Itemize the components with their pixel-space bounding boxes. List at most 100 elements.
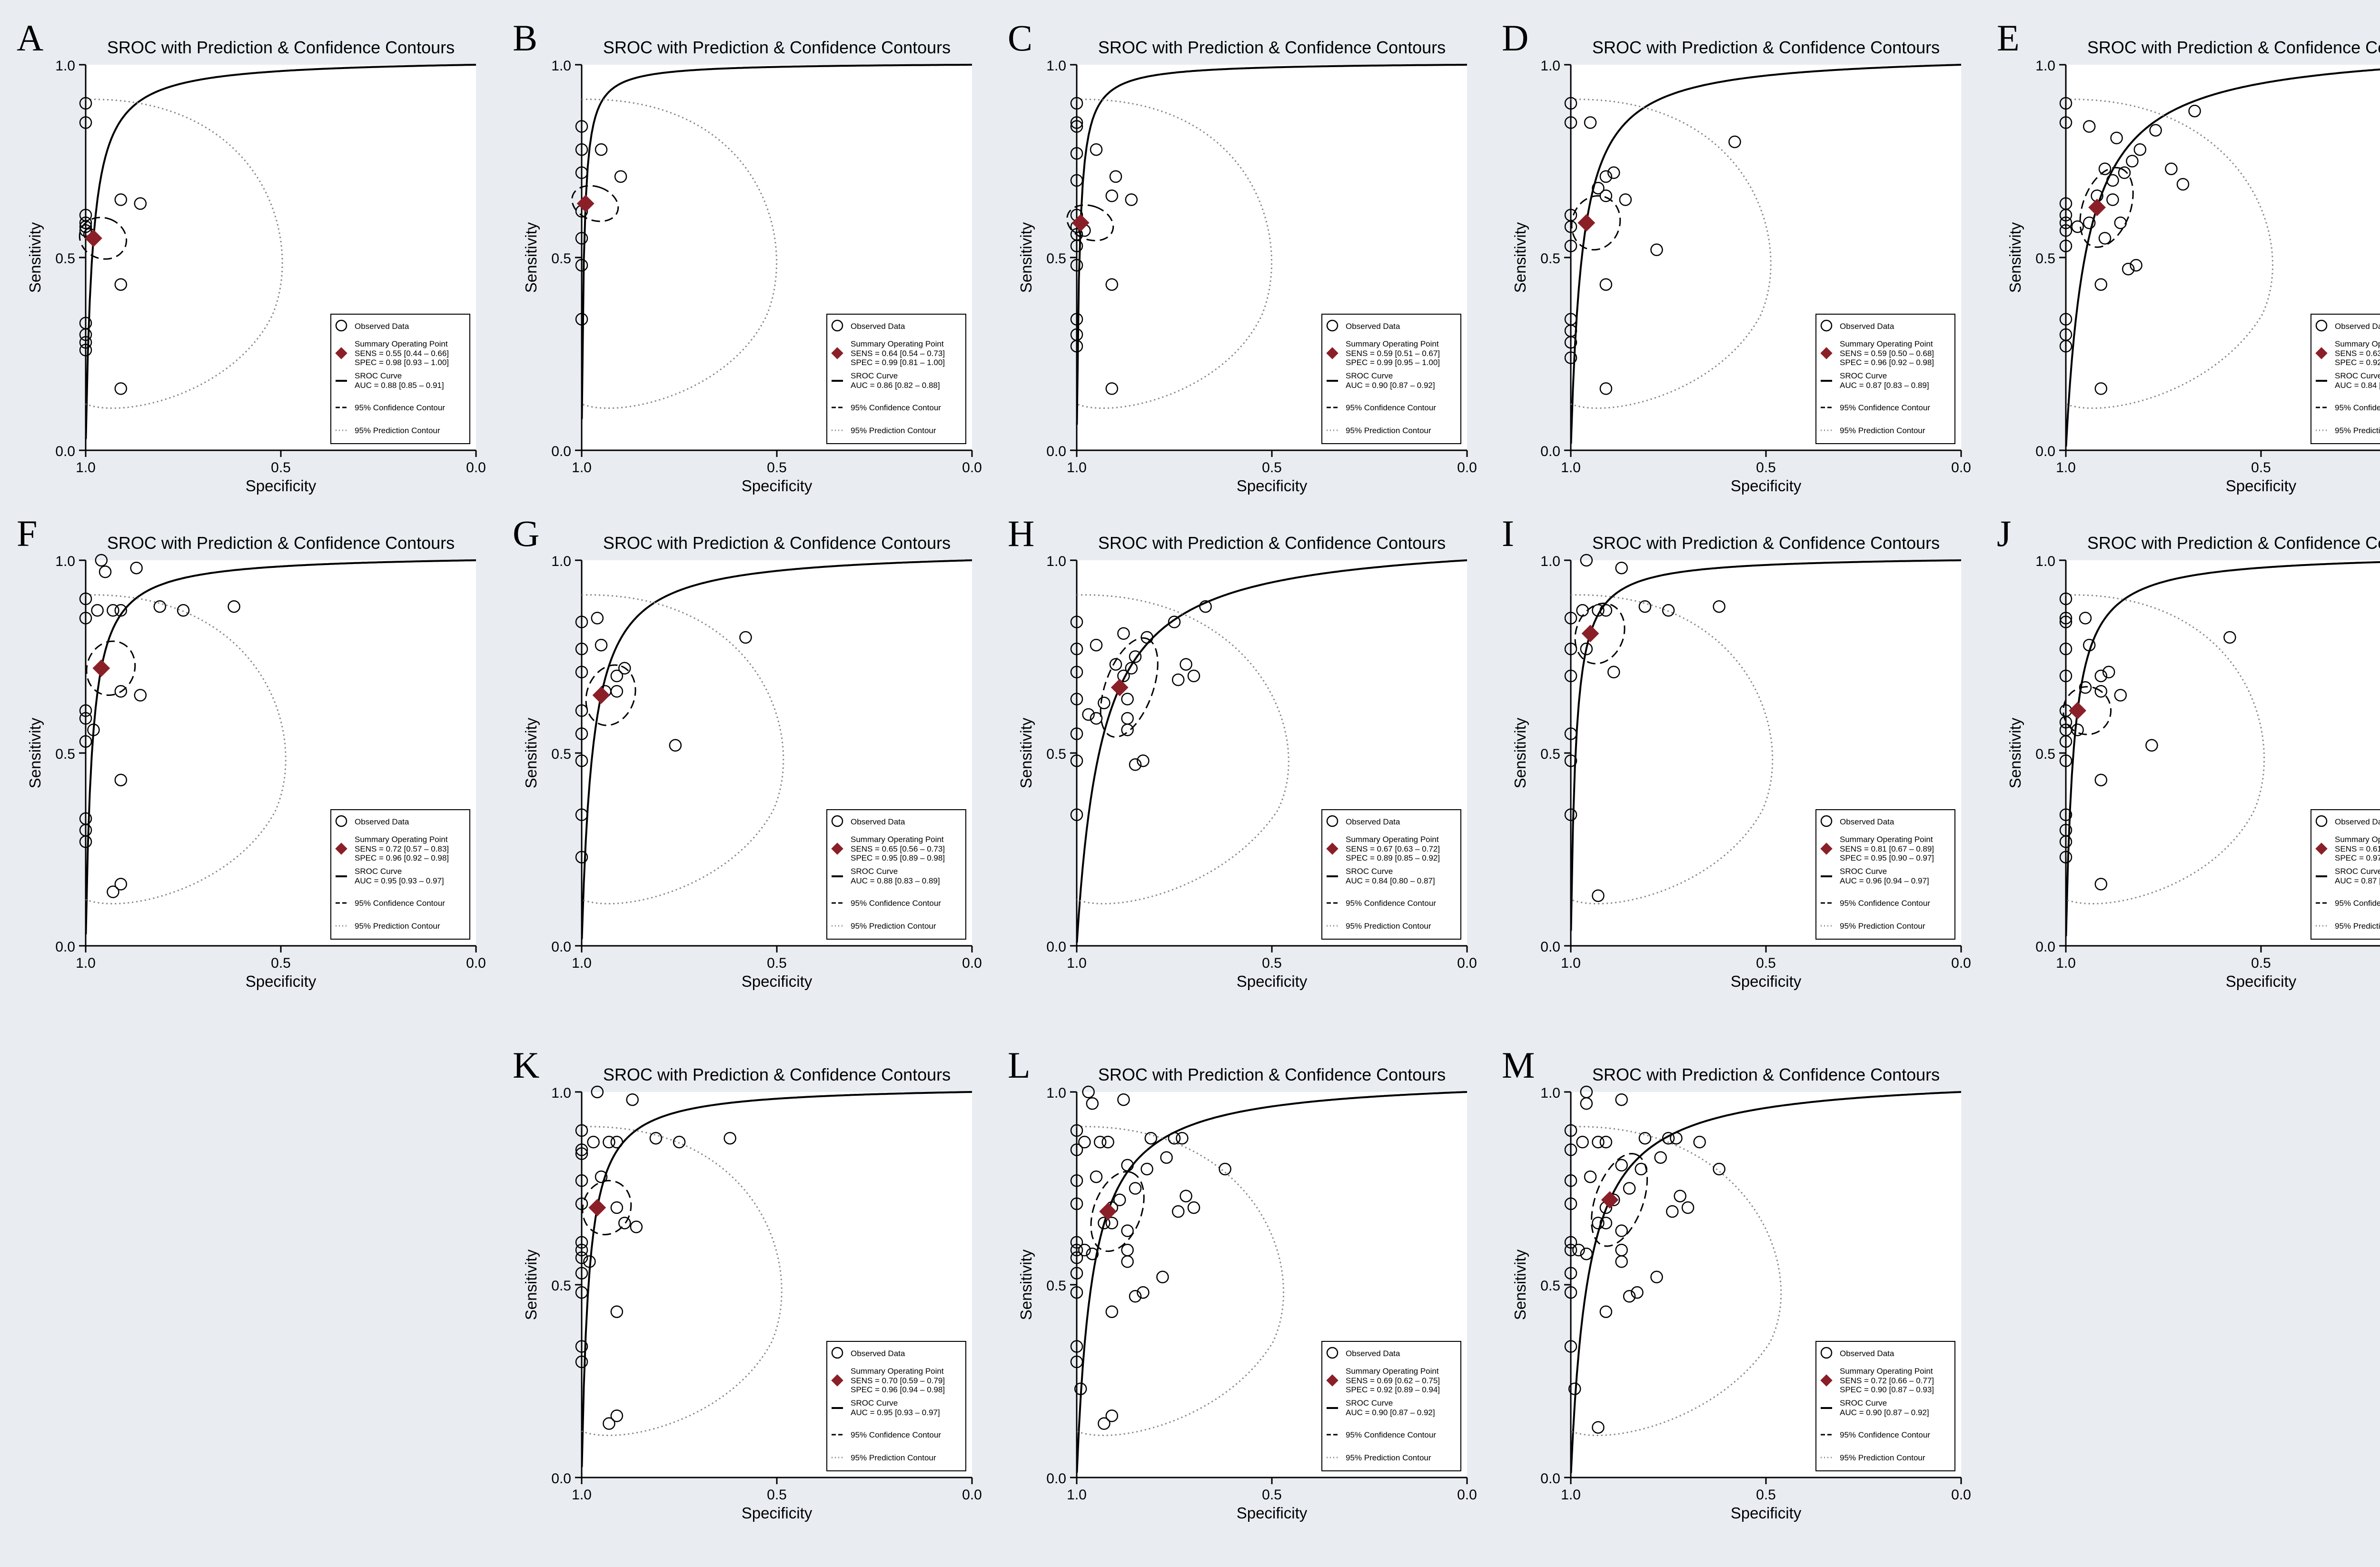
observed-point [2059,208,2073,222]
observed-point [79,216,92,229]
sroc-curve [85,64,476,439]
observed-point [575,1143,588,1156]
panel-letter: H [1008,513,1034,554]
panel-letter: K [513,1044,539,1086]
legend-spec: SPEC = 0.96 [0.92 – 0.98] [1840,358,1934,367]
legend: Observed Data Summary Operating PointSENS… [1321,1341,1461,1471]
legend-sens: SENS = 0.64 [0.54 – 0.73] [851,349,945,358]
observed-point [1086,1097,1099,1110]
legend-auc: AUC = 0.84 [0.80 – 0.87] [1346,876,1435,885]
observed-point [228,600,240,613]
y-axis-label: Sensitivity [1017,222,1035,293]
legend-auc: AUC = 0.95 [0.93 – 0.97] [851,1408,940,1417]
x-axis-label: Specificity [1731,477,1802,495]
observed-point [1117,669,1130,683]
observed-point [575,1243,588,1257]
observed-point [79,224,92,237]
legend-spec: SPEC = 0.95 [0.90 – 0.97] [1840,853,1934,863]
x-tick-label: 0.0 [1951,1487,1971,1503]
x-tick-label: 1.0 [572,460,592,476]
legend-observed-icon [2315,319,2328,332]
legend-confidence: 95% Confidence Contour [1346,1430,1436,1439]
observed-point [91,604,104,617]
legend-spec: SPEC = 0.99 [0.81 – 1.00] [851,358,945,367]
observed-point [134,689,147,702]
observed-point [1592,889,1605,902]
observed-point [79,704,92,717]
legend-observed-icon [831,319,843,332]
observed-point [153,600,167,613]
x-tick-label: 0.5 [271,460,291,476]
observed-point [575,851,588,863]
legend-spec: SPEC = 0.95 [0.89 – 0.98] [851,853,945,863]
observed-point [575,1236,588,1249]
observed-point [1070,1251,1083,1264]
observed-point [591,1085,604,1099]
observed-point [79,116,92,129]
observed-point [1070,1340,1083,1353]
legend-observed: Observed Data [1840,1349,1894,1358]
observed-point [575,1124,588,1137]
legend-confidence: 95% Confidence Contour [355,403,445,412]
observed-point [1129,1290,1142,1303]
observed-point [1090,143,1103,156]
summary-point [576,195,595,212]
legend: Observed Data Summary Operating PointSENS… [826,809,966,940]
legend-summary: Summary Operating Point [1346,1367,1439,1376]
y-tick-label: 0.5 [2035,251,2055,267]
observed-point [2079,681,2092,694]
x-tick-label: 1.0 [76,955,96,971]
legend-sens: SENS = 0.72 [0.57 – 0.83] [355,844,449,853]
observed-point [2059,216,2073,229]
observed-point [1564,220,1577,233]
legend-summary: Summary Operating Point [355,835,448,844]
observed-point [1070,1267,1083,1279]
legend-summary-icon [335,347,347,359]
x-axis-label: Specificity [742,477,813,495]
prediction-contour [581,1126,783,1437]
x-tick-label: 1.0 [1561,1487,1581,1503]
x-tick-label: 0.0 [962,955,982,971]
observed-point [2145,739,2158,752]
x-tick-label: 0.0 [1951,955,1971,971]
sroc-curve [1570,559,1962,931]
x-axis-label: Specificity [2226,477,2297,495]
observed-point [1713,600,1726,613]
observed-point [1156,1270,1169,1284]
observed-point [2110,131,2123,145]
observed-point [1580,554,1593,567]
y-tick-label: 0.0 [1046,1471,1066,1487]
observed-point [87,724,100,736]
observed-point [1070,239,1083,252]
x-tick-label: 1.0 [572,955,592,971]
panel-letter: F [17,513,37,554]
observed-point [673,1136,686,1149]
y-tick-label: 1.0 [2035,554,2055,569]
legend-auc: AUC = 0.84 [0.81 – 0.87] [2335,381,2380,390]
legend-sens: SENS = 0.72 [0.66 – 0.77] [1840,1376,1934,1385]
legend-observed-icon [1326,319,1339,332]
observed-point [1070,1355,1083,1369]
observed-point [1070,808,1083,821]
y-axis-label: Sensitivity [522,1249,540,1320]
observed-point [1090,712,1103,725]
y-axis-label: Sensitivity [26,222,44,293]
y-tick-label: 1.0 [1046,554,1066,569]
legend-summary: Summary Operating Point [851,1367,944,1376]
observed-point [1564,808,1577,821]
observed-point [2106,174,2119,187]
legend-spec: SPEC = 0.96 [0.92 – 0.98] [355,853,449,863]
summary-point [1601,1191,1619,1209]
observed-point [1564,727,1577,740]
legend-confidence: 95% Confidence Contour [851,899,941,908]
observed-point [1631,1286,1644,1299]
observed-point [724,1131,736,1145]
observed-point [1599,278,1613,291]
x-tick-label: 0.0 [1951,460,1971,476]
observed-point [575,313,588,326]
observed-point [1623,1290,1636,1303]
observed-point [1635,1162,1647,1176]
legend-confidence: 95% Confidence Contour [2335,899,2380,908]
observed-point [1219,1162,1231,1176]
y-tick-label: 1.0 [2035,58,2055,74]
